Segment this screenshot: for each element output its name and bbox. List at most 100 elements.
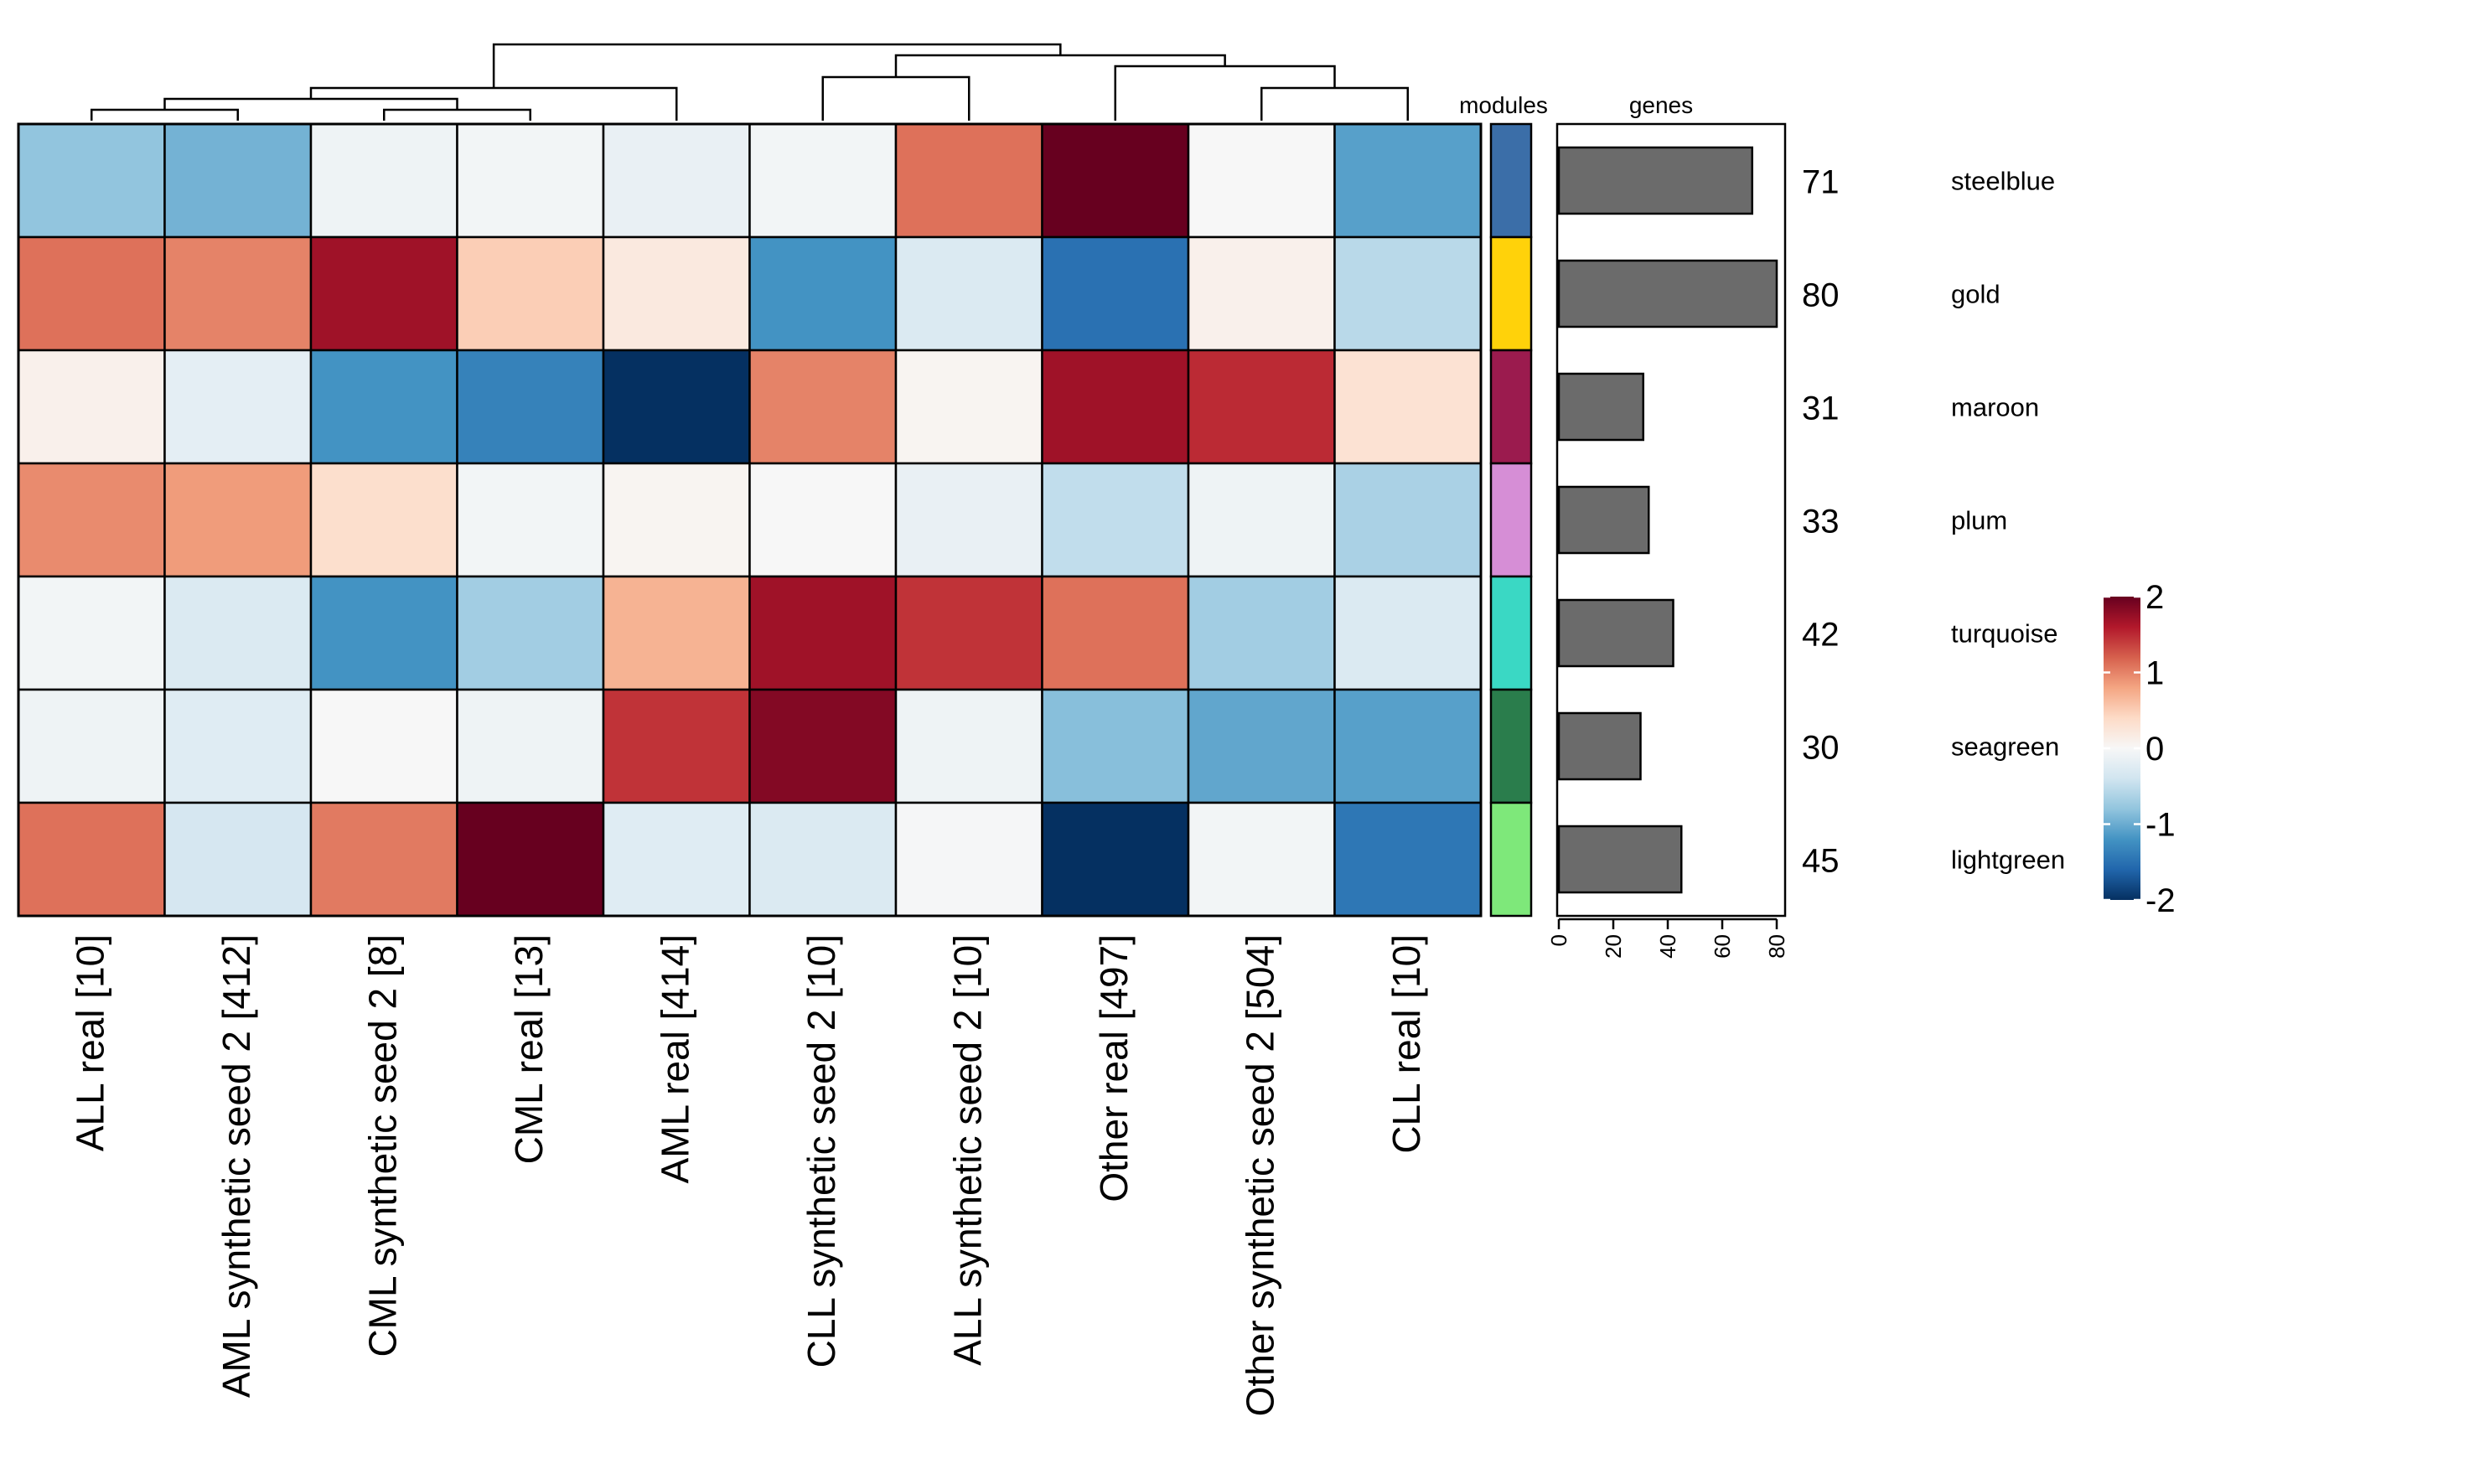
heatmap-cell xyxy=(602,349,751,465)
heatmap-cell xyxy=(1041,462,1190,578)
heatmap-cell xyxy=(309,349,458,465)
heatmap-cell xyxy=(1333,122,1483,239)
module-name-label: gold xyxy=(1951,280,2000,309)
heatmap-cell xyxy=(309,235,458,352)
heatmap-cell xyxy=(1333,235,1483,352)
heatmap-cell xyxy=(163,688,313,804)
heatmap-cell xyxy=(748,122,898,239)
heatmap-cell xyxy=(602,575,751,691)
heatmap-cell xyxy=(894,122,1043,239)
column-label: CML synthetic seed 2 [8] xyxy=(360,934,404,1357)
row-labels: 71 steelblue 80 gold 31 maroon 33 plum 42 turquoi… xyxy=(1802,164,2065,880)
genes-axis-tick-label: 40 xyxy=(1655,934,1680,959)
heatmap-cell xyxy=(602,801,751,918)
gene-count-label: 30 xyxy=(1802,730,1840,767)
module-color-strip xyxy=(1489,122,1533,918)
heatmap-cell xyxy=(1187,801,1336,918)
heatmap-border xyxy=(17,122,1483,918)
heatmap-cell xyxy=(309,462,458,578)
heatmap-cell xyxy=(894,688,1043,804)
modules-header: modules xyxy=(1459,92,1548,118)
genes-bar xyxy=(1557,485,1650,555)
dendrogram-link xyxy=(492,43,1062,88)
dendrogram-link xyxy=(91,108,239,121)
genes-bar xyxy=(1557,146,1753,215)
module-color-cell xyxy=(1489,122,1533,239)
gene-count-label: 80 xyxy=(1802,277,1840,314)
heatmap-cell xyxy=(1333,462,1483,578)
column-label: ALL real [10] xyxy=(68,934,111,1151)
heatmap-cell xyxy=(1333,688,1483,804)
heatmap-cell xyxy=(17,122,166,239)
heatmap-cell xyxy=(309,688,458,804)
column-label: AML real [414] xyxy=(653,934,696,1183)
heatmap-cell xyxy=(456,349,605,465)
genes-axis-tick-label: 0 xyxy=(1546,934,1571,946)
heatmap-cell xyxy=(17,575,166,691)
legend-tick-label: -2 xyxy=(2145,882,2176,919)
module-name-label: lightgreen xyxy=(1951,845,2065,875)
heatmap-cell xyxy=(17,688,166,804)
module-color-cell xyxy=(1489,688,1533,804)
heatmap-cell xyxy=(163,349,313,465)
gene-count-label: 31 xyxy=(1802,390,1840,427)
gene-count-label: 42 xyxy=(1802,617,1840,654)
legend-tick-label: 2 xyxy=(2145,579,2164,616)
column-label: Other real [497] xyxy=(1092,934,1136,1202)
heatmap-cell xyxy=(1333,349,1483,465)
heatmap-cell xyxy=(17,462,166,578)
legend-tick-label: 0 xyxy=(2145,731,2164,768)
heatmap-cell xyxy=(1041,688,1190,804)
module-name-label: seagreen xyxy=(1951,732,2059,762)
heatmap-cell xyxy=(163,235,313,352)
module-name-label: turquoise xyxy=(1951,619,2058,649)
heatmap-cell xyxy=(17,801,166,918)
legend-tick-label: 1 xyxy=(2145,655,2164,692)
heatmap-cell xyxy=(456,235,605,352)
heatmap-cell xyxy=(1187,462,1336,578)
color-scale-legend: 2 1 0 -1 -2 xyxy=(2104,579,2176,919)
heatmap-cell xyxy=(748,349,898,465)
heatmap-cell xyxy=(748,235,898,352)
genes-panel-frame xyxy=(1555,122,1787,918)
heatmap-cell xyxy=(163,462,313,578)
heatmap-cell xyxy=(1187,235,1336,352)
heatmap-cell xyxy=(309,122,458,239)
gene-count-label: 71 xyxy=(1802,164,1840,201)
heatmap-cell xyxy=(1333,801,1483,918)
heatmap-cell xyxy=(163,122,313,239)
column-dendrogram xyxy=(91,43,1409,121)
column-label: CML real [13] xyxy=(507,934,551,1164)
gene-count-label: 33 xyxy=(1802,504,1840,540)
heatmap-cell xyxy=(602,688,751,804)
heatmap-cells xyxy=(17,122,1483,918)
heatmap-cell xyxy=(602,122,751,239)
dendrogram-link xyxy=(1260,86,1409,121)
genes-bar xyxy=(1557,259,1778,328)
heatmap-cell xyxy=(748,575,898,691)
heatmap-cell xyxy=(1187,575,1336,691)
heatmap-cell xyxy=(1041,349,1190,465)
heatmap-cell xyxy=(163,575,313,691)
heatmap-cell xyxy=(894,235,1043,352)
heatmap-cell xyxy=(602,462,751,578)
module-name-label: plum xyxy=(1951,506,2007,535)
heatmap-cell xyxy=(17,235,166,352)
gene-count-label: 45 xyxy=(1802,843,1840,880)
heatmap-cell xyxy=(894,575,1043,691)
heatmap-cell xyxy=(163,801,313,918)
genes-bar xyxy=(1557,372,1644,442)
heatmap-cell xyxy=(1187,122,1336,239)
genes-axis-tick-label: 60 xyxy=(1710,934,1735,959)
module-color-cell xyxy=(1489,235,1533,352)
heatmap-cell xyxy=(17,349,166,465)
genes-bar xyxy=(1557,598,1674,668)
heatmap-cell xyxy=(1041,575,1190,691)
module-color-cell xyxy=(1489,801,1533,918)
heatmap-cell xyxy=(1187,349,1336,465)
genes-bar xyxy=(1557,825,1683,894)
genes-bar-panel: 0 20 40 60 80 xyxy=(1546,122,1789,959)
heatmap-cell xyxy=(456,462,605,578)
heatmap-cell xyxy=(748,462,898,578)
